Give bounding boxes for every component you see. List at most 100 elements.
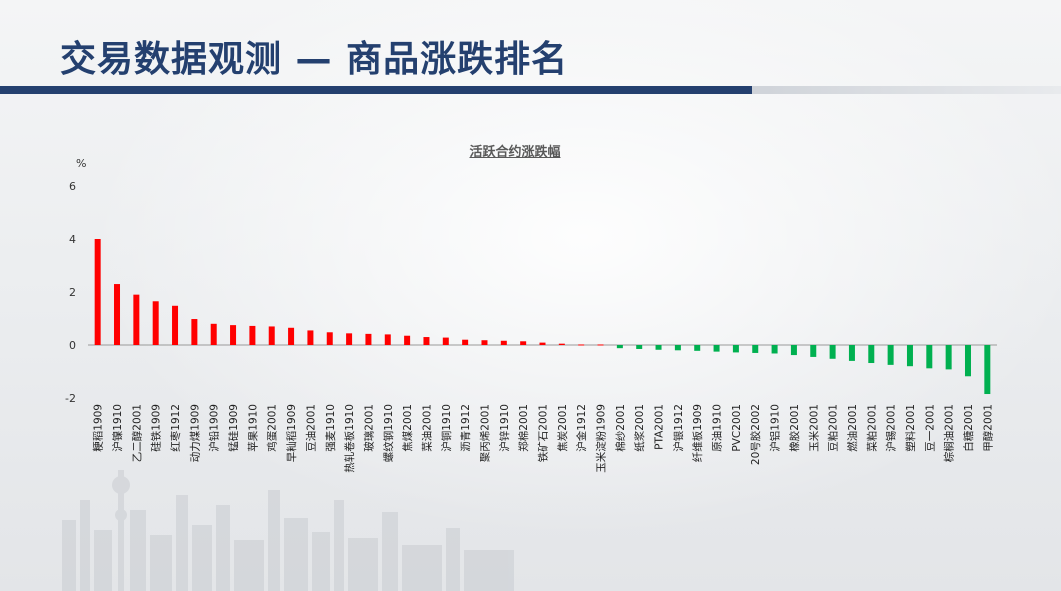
x-category-label: 沪锡2001 bbox=[885, 404, 898, 452]
bar bbox=[829, 345, 836, 359]
title-underline-bar bbox=[0, 86, 752, 94]
x-category-label: 玻璃2001 bbox=[362, 404, 375, 452]
x-category-label: 沪铅1909 bbox=[208, 404, 221, 452]
x-category-label: 聚丙烯2001 bbox=[478, 404, 491, 462]
x-category-label: 动力煤1909 bbox=[188, 404, 201, 462]
x-category-label: 菜粕2001 bbox=[865, 404, 878, 452]
x-category-label: 鸡蛋2001 bbox=[266, 404, 279, 452]
x-category-label: 铁矿石2001 bbox=[537, 404, 550, 462]
bar bbox=[249, 325, 256, 345]
x-category-label: 硅铁1909 bbox=[150, 404, 163, 452]
x-category-label: 沪镍1910 bbox=[111, 404, 124, 452]
y-axis-ticks: 6 4 2 0 -2 bbox=[65, 180, 76, 405]
bar bbox=[462, 339, 469, 345]
bar bbox=[674, 345, 681, 351]
bar bbox=[868, 345, 875, 364]
bar bbox=[906, 345, 913, 367]
x-category-label: 玉米2001 bbox=[807, 404, 820, 452]
x-category-label: 沪铝1910 bbox=[769, 404, 782, 452]
bar bbox=[133, 294, 140, 345]
y-tick-label: 6 bbox=[69, 180, 76, 193]
bar bbox=[771, 345, 778, 354]
y-axis-unit-label: % bbox=[76, 157, 86, 170]
x-category-label: 豆一2001 bbox=[924, 404, 936, 452]
y-tick-label: 2 bbox=[69, 286, 76, 299]
bar bbox=[520, 341, 527, 345]
x-category-label: 乙二醇2001 bbox=[130, 404, 143, 462]
x-category-label: 螺纹钢1910 bbox=[382, 404, 395, 462]
bar bbox=[191, 319, 198, 345]
bar bbox=[752, 345, 759, 353]
x-category-label: 白糖2001 bbox=[962, 404, 975, 452]
bar bbox=[365, 333, 372, 345]
x-category-label: 焦炭2001 bbox=[556, 404, 569, 452]
chart-title: 活跃合约涨跌幅 bbox=[469, 145, 561, 160]
x-category-label: 甲醇2001 bbox=[981, 404, 994, 452]
bar bbox=[926, 345, 933, 369]
category-labels: 粳稻1909 沪镍1910 乙二醇2001 硅铁1909 红枣1912 动力煤1909 沪铅… bbox=[92, 404, 995, 473]
bar bbox=[230, 325, 237, 345]
bar bbox=[210, 323, 217, 345]
x-category-label: 豆油2001 bbox=[304, 404, 317, 452]
bars bbox=[94, 239, 991, 395]
bar bbox=[713, 345, 720, 352]
x-category-label: 强麦1910 bbox=[325, 404, 337, 452]
x-category-label: 沥青1912 bbox=[459, 404, 472, 452]
bar bbox=[307, 330, 314, 345]
title-underline-tail bbox=[752, 86, 1061, 94]
x-category-label: 玉米淀粉1909 bbox=[595, 404, 608, 473]
header: 交易数据观测 — 商品涨跌排名 bbox=[0, 0, 1061, 96]
bar bbox=[94, 239, 101, 345]
bar bbox=[346, 333, 353, 345]
bar bbox=[500, 340, 507, 345]
bar bbox=[326, 332, 333, 345]
bar bbox=[539, 342, 546, 345]
x-category-label: 粳稻1909 bbox=[92, 404, 105, 452]
x-category-label: 早籼稻1909 bbox=[285, 404, 298, 462]
page-title: 交易数据观测 — 商品涨跌排名 bbox=[60, 39, 569, 80]
x-category-label: 菜油2001 bbox=[420, 404, 433, 452]
bar bbox=[558, 343, 565, 345]
city-skyline-decoration bbox=[62, 470, 514, 591]
bar bbox=[887, 345, 894, 365]
bar bbox=[481, 340, 488, 345]
x-category-label: 焦煤2001 bbox=[401, 404, 414, 452]
bar bbox=[288, 327, 295, 345]
bar bbox=[655, 345, 662, 350]
y-tick-label: -2 bbox=[65, 392, 76, 405]
x-category-label: 红枣1912 bbox=[169, 404, 182, 452]
y-tick-label: 4 bbox=[69, 233, 76, 246]
x-category-label: PVC2001 bbox=[731, 404, 743, 452]
bar bbox=[810, 345, 817, 357]
x-category-label: 橡胶2001 bbox=[788, 404, 801, 452]
y-tick-label: 0 bbox=[69, 339, 76, 352]
x-category-label: 塑料2001 bbox=[904, 404, 917, 452]
bar bbox=[694, 345, 701, 351]
x-category-label: 沪银1912 bbox=[672, 404, 685, 452]
x-category-label: 热轧卷板1910 bbox=[343, 404, 356, 473]
bar bbox=[384, 334, 391, 345]
x-category-label: 纤维板1909 bbox=[691, 404, 704, 462]
bar bbox=[114, 284, 121, 345]
bar bbox=[848, 345, 855, 361]
x-category-label: 纸浆2001 bbox=[633, 404, 646, 452]
bar bbox=[636, 345, 643, 349]
x-category-label: 豆粕2001 bbox=[827, 404, 840, 452]
bar bbox=[790, 345, 797, 356]
bar bbox=[945, 345, 952, 370]
x-category-label: 沪锌1910 bbox=[498, 404, 511, 452]
x-category-label: 沪铜1910 bbox=[440, 404, 453, 452]
x-category-label: PTA2001 bbox=[654, 404, 666, 450]
x-category-label: 燃油2001 bbox=[846, 404, 859, 452]
bar bbox=[268, 326, 275, 345]
x-category-label: 棕榈油2001 bbox=[943, 404, 956, 462]
bar bbox=[984, 345, 991, 395]
bar bbox=[578, 344, 585, 346]
bar bbox=[597, 344, 604, 346]
bar bbox=[423, 337, 430, 345]
bar bbox=[152, 301, 159, 345]
bar bbox=[732, 345, 739, 353]
x-category-label: 20号胶2002 bbox=[749, 404, 762, 465]
